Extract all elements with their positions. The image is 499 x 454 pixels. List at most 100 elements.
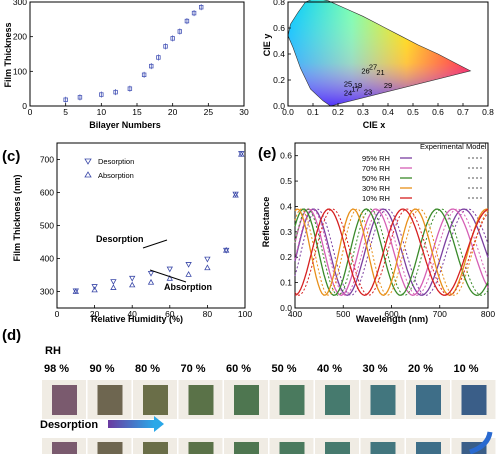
x-tick-label: 0.1 xyxy=(307,107,319,117)
absorption-point xyxy=(129,281,136,288)
data-point xyxy=(170,36,175,41)
return-arrow xyxy=(469,431,493,454)
cie-point-label: 17 xyxy=(351,85,359,94)
absorption-point xyxy=(110,284,117,290)
y-tick-label: 0.4 xyxy=(273,49,285,59)
absorption-point xyxy=(204,264,211,271)
film-sample-desorption xyxy=(461,385,487,415)
cie-point-label: 27 xyxy=(369,63,377,72)
panel-d-label: (d) xyxy=(2,327,21,344)
plot-frame xyxy=(56,142,246,309)
x-tick-label: 60 xyxy=(165,309,175,319)
absorption-point xyxy=(166,274,173,281)
rh-label: 80 % xyxy=(135,363,160,375)
x-tick-label: 30 xyxy=(239,107,249,117)
absorption-point xyxy=(72,288,79,294)
absorption-point xyxy=(238,150,245,157)
data-point xyxy=(198,5,204,10)
x-tick-label: 0.0 xyxy=(282,107,294,117)
x-tick-label: 0.2 xyxy=(332,107,344,117)
absorption-point xyxy=(232,191,239,198)
absorption-point xyxy=(147,278,155,285)
rh-label: 90 % xyxy=(90,363,115,375)
rh-label: 20 % xyxy=(408,363,433,375)
film-sample-absorption xyxy=(370,442,396,454)
film-sample-desorption xyxy=(279,385,305,415)
y-tick-label: 500 xyxy=(40,221,54,231)
y-tick-label: 0.2 xyxy=(273,75,285,85)
y-tick-label: 600 xyxy=(40,188,54,198)
x-tick-label: 15 xyxy=(132,107,142,117)
panel-c-ylabel: Film Thickness (nm) xyxy=(12,174,22,261)
data-point xyxy=(77,95,83,100)
x-tick-label: 40 xyxy=(127,309,137,319)
x-tick-label: 400 xyxy=(288,309,302,319)
legend-series-label: 95% RH xyxy=(362,154,390,163)
desorption-arrow-label: Desorption xyxy=(40,419,98,431)
panel-a-xlabel: Bilayer Numbers xyxy=(89,120,161,130)
film-sample-desorption xyxy=(370,385,396,415)
desorption-point xyxy=(110,279,117,285)
desorption-arrow-shaft xyxy=(108,420,154,428)
rh-title: RH xyxy=(45,345,61,357)
panel-b-xlabel: CIE x xyxy=(363,120,386,130)
film-sample-desorption xyxy=(234,385,259,415)
legend-series-label: 30% RH xyxy=(362,184,390,193)
legend-label: Desorption xyxy=(98,157,134,166)
experimental-curve xyxy=(294,208,489,296)
cie-locus-outline xyxy=(287,0,472,107)
film-sample-absorption xyxy=(279,442,305,454)
film-sample-desorption xyxy=(97,385,123,415)
x-tick-label: 100 xyxy=(238,309,252,319)
absorption-point xyxy=(91,286,98,293)
desorption-point xyxy=(129,275,136,282)
film-sample-absorption xyxy=(188,442,214,454)
rh-label: 10 % xyxy=(454,363,479,375)
y-tick-label: 0 xyxy=(22,101,27,111)
film-sample-desorption xyxy=(143,385,168,415)
cie-point-label: 19 xyxy=(354,81,362,90)
panel-c-label: (c) xyxy=(2,148,20,165)
film-sample-absorption xyxy=(143,442,168,454)
panel-b-ylabel: CIE y xyxy=(262,34,272,57)
cie-point-label: 24 xyxy=(344,89,352,98)
x-tick-label: 20 xyxy=(168,107,178,117)
legend-header-experimental: Experimental xyxy=(420,142,464,151)
panel-a-ylabel: Film Thickness xyxy=(3,22,13,87)
model-curve xyxy=(294,208,489,296)
y-tick-label: 0.5 xyxy=(280,176,292,186)
x-tick-label: 0.8 xyxy=(482,107,494,117)
desorption-point xyxy=(185,262,192,268)
experimental-curve xyxy=(294,208,489,296)
model-curve xyxy=(294,208,489,296)
film-sample-absorption xyxy=(234,442,259,454)
data-point xyxy=(127,86,133,91)
legend-label: Absorption xyxy=(98,171,134,180)
legend-series-label: 10% RH xyxy=(362,194,390,203)
data-point xyxy=(163,44,168,49)
data-point xyxy=(184,18,190,24)
desorption-point xyxy=(204,256,211,263)
film-sample-absorption xyxy=(325,442,350,454)
y-tick-label: 400 xyxy=(40,254,54,264)
plot-frame xyxy=(29,1,245,107)
film-sample-absorption xyxy=(52,442,77,454)
legend-series-label: 70% RH xyxy=(362,164,390,173)
x-tick-label: 600 xyxy=(384,309,398,319)
x-tick-label: 0.5 xyxy=(407,107,419,117)
rh-label: 40 % xyxy=(317,363,342,375)
film-sample-desorption xyxy=(416,385,441,415)
data-point xyxy=(149,63,154,69)
film-sample-absorption xyxy=(416,442,441,454)
panel-e-label: (e) xyxy=(258,145,276,162)
x-tick-label: 0 xyxy=(28,107,33,117)
x-tick-label: 0.6 xyxy=(432,107,444,117)
panel-c-chart: (c) 0 20 40 60 80 100 300 400 500 600 700 Desorptio… xyxy=(2,142,252,324)
x-tick-label: 800 xyxy=(481,309,495,319)
legend-header-model: Model xyxy=(466,142,487,151)
cie-point-label: 23 xyxy=(364,87,372,96)
x-tick-label: 5 xyxy=(63,107,68,117)
absorption-point xyxy=(185,271,192,277)
y-tick-label: 0.0 xyxy=(273,101,285,111)
